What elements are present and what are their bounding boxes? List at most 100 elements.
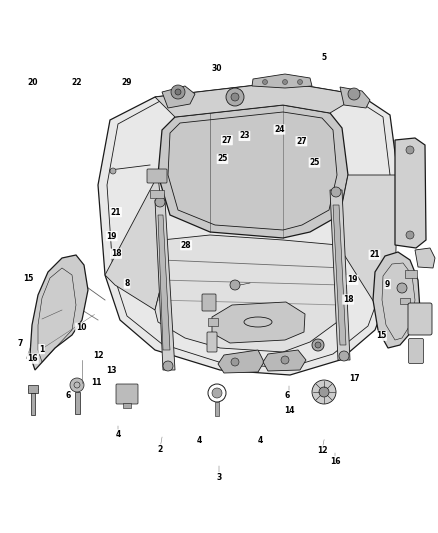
Circle shape [163,361,173,371]
Bar [28,385,38,393]
Text: 25: 25 [217,155,228,163]
Polygon shape [395,138,426,248]
Text: 21: 21 [111,208,121,216]
Text: 13: 13 [106,366,117,375]
Circle shape [312,339,324,351]
Text: 25: 25 [309,158,320,167]
Bar [75,392,80,414]
Text: 19: 19 [106,232,117,240]
Circle shape [319,387,329,397]
Polygon shape [415,248,435,268]
Polygon shape [330,190,350,360]
Circle shape [175,89,181,95]
Text: 17: 17 [350,374,360,383]
FancyBboxPatch shape [207,332,217,352]
Bar [31,393,35,415]
Polygon shape [158,215,170,350]
Polygon shape [218,350,264,373]
Circle shape [297,79,303,85]
Text: 24: 24 [274,125,285,134]
FancyBboxPatch shape [409,338,424,364]
Text: 4: 4 [197,437,202,445]
Text: 23: 23 [239,132,250,140]
Polygon shape [155,200,175,370]
Circle shape [231,93,239,101]
Bar [123,403,131,408]
Polygon shape [212,302,305,343]
Polygon shape [333,205,346,345]
FancyBboxPatch shape [116,384,138,404]
Circle shape [283,79,287,85]
Text: 28: 28 [181,241,191,249]
Bar [405,270,417,278]
Circle shape [315,342,321,348]
Text: 6: 6 [65,391,71,400]
Text: 15: 15 [376,332,386,340]
Text: 15: 15 [23,274,34,282]
Polygon shape [373,252,420,348]
Text: 6: 6 [284,391,290,400]
Text: 19: 19 [347,276,358,284]
Polygon shape [162,86,195,108]
Circle shape [155,197,165,207]
Circle shape [70,378,84,392]
Circle shape [397,283,407,293]
Circle shape [331,187,341,197]
Circle shape [312,380,336,404]
Polygon shape [338,175,398,315]
Circle shape [226,88,244,106]
Text: 16: 16 [28,354,38,363]
Polygon shape [158,105,348,238]
Text: 20: 20 [28,78,38,87]
Circle shape [406,231,414,239]
Text: 3: 3 [216,473,222,481]
Text: 27: 27 [222,136,232,144]
Text: 8: 8 [124,279,130,288]
Polygon shape [155,235,345,352]
Text: 11: 11 [91,378,102,387]
Text: 21: 21 [369,251,380,259]
Text: 10: 10 [76,324,86,332]
Bar [215,402,219,416]
Text: 27: 27 [296,137,307,146]
Polygon shape [263,350,306,371]
Text: 12: 12 [317,446,327,455]
Polygon shape [155,82,360,117]
Text: 4: 4 [258,437,263,445]
Text: 16: 16 [330,457,340,465]
Text: 30: 30 [212,64,222,72]
Circle shape [406,146,414,154]
Text: 4: 4 [116,430,121,439]
Circle shape [262,79,268,85]
Polygon shape [30,255,88,370]
Polygon shape [252,74,312,88]
Circle shape [171,85,185,99]
Text: 14: 14 [284,406,294,415]
Text: 5: 5 [321,53,327,62]
Polygon shape [98,82,398,375]
FancyBboxPatch shape [202,294,216,311]
Text: 18: 18 [343,295,353,304]
Circle shape [231,358,239,366]
Circle shape [339,351,349,361]
Polygon shape [340,87,370,108]
Text: 29: 29 [122,78,132,87]
Text: 7: 7 [17,340,22,348]
Text: 1: 1 [39,345,44,353]
Circle shape [230,280,240,290]
Text: 2: 2 [157,445,162,454]
Text: 18: 18 [111,249,121,258]
FancyBboxPatch shape [147,169,167,183]
Bar [208,318,218,326]
Bar [400,298,410,304]
Circle shape [212,388,222,398]
Circle shape [348,88,360,100]
Text: 9: 9 [385,280,390,288]
Text: 22: 22 [71,78,82,87]
Text: 12: 12 [93,351,104,360]
FancyBboxPatch shape [408,303,432,335]
Bar [150,190,164,198]
Circle shape [281,356,289,364]
Circle shape [110,168,116,174]
Polygon shape [105,175,162,310]
